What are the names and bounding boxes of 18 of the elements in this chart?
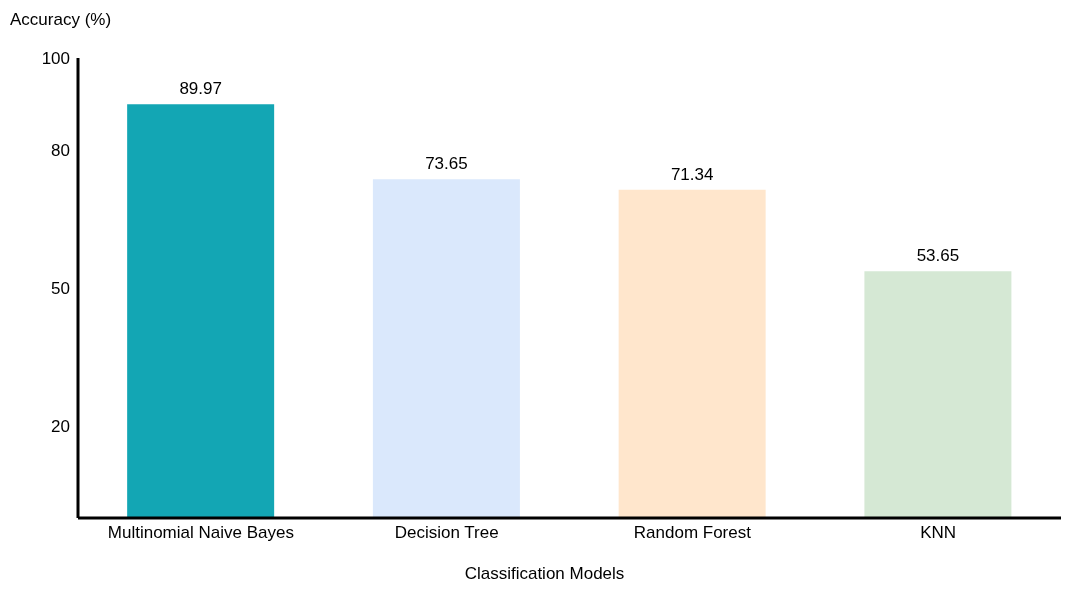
y-tick-label: 100 bbox=[41, 49, 70, 69]
x-tick-label: Multinomial Naive Bayes bbox=[107, 523, 294, 543]
y-tick-label: 80 bbox=[51, 141, 70, 161]
x-tick-label: Random Forest bbox=[633, 523, 752, 543]
data-label: 73.65 bbox=[425, 154, 468, 174]
y-axis-title: Accuracy (%) bbox=[10, 10, 112, 30]
x-tick-label: Decision Tree bbox=[394, 523, 499, 543]
y-tick-label: 20 bbox=[51, 417, 70, 437]
bar bbox=[864, 271, 1012, 518]
data-label: 89.97 bbox=[179, 79, 222, 99]
y-tick-label: 50 bbox=[51, 279, 70, 299]
bar bbox=[372, 179, 520, 518]
data-label: 71.34 bbox=[670, 164, 714, 184]
x-axis-title: Classification Models bbox=[463, 564, 626, 584]
data-label: 53.65 bbox=[916, 246, 960, 266]
x-tick-label: KNN bbox=[920, 523, 957, 543]
bar bbox=[618, 189, 766, 518]
bar bbox=[127, 104, 275, 518]
